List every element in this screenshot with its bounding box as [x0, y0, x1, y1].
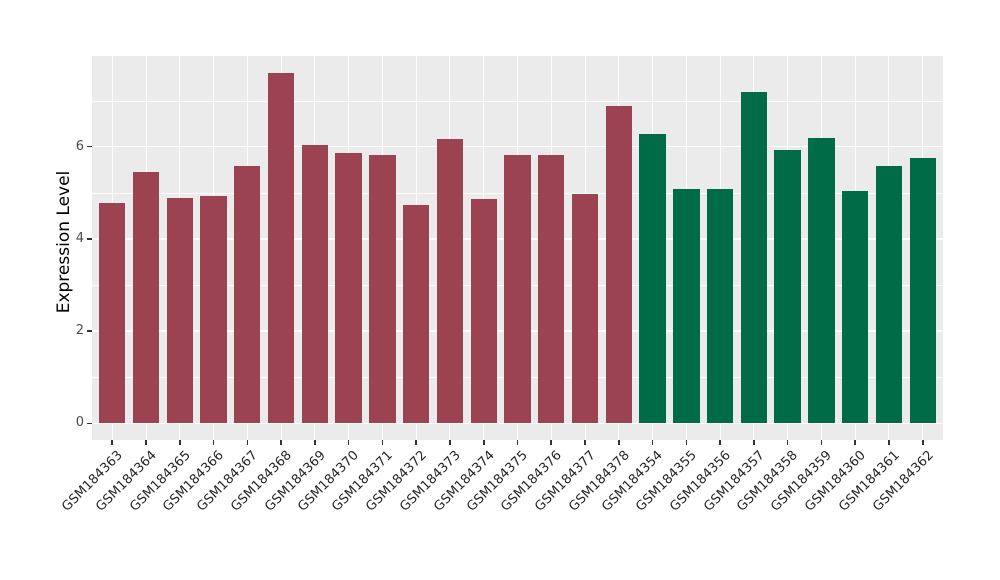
bar-GSM184356 — [706, 188, 734, 424]
x-tick-mark-GSM184356 — [719, 440, 721, 445]
x-tick-mark-GSM184354 — [651, 440, 654, 445]
y-tick-label-4: 4 — [75, 230, 84, 246]
x-tick-mark-GSM184372 — [415, 440, 417, 445]
bar-GSM184375 — [504, 154, 531, 424]
bar-GSM184371 — [369, 154, 396, 424]
x-tick-mark-GSM184364 — [145, 440, 147, 445]
bar-GSM184363 — [99, 202, 126, 424]
bar-GSM184369 — [301, 145, 329, 424]
x-tick-mark-GSM184368 — [280, 440, 282, 445]
y-tick-label-2: 2 — [75, 323, 84, 339]
x-tick-mark-GSM184357 — [753, 440, 755, 445]
x-tick-mark-GSM184374 — [482, 440, 485, 445]
bar-GSM184364 — [132, 171, 160, 424]
y-tick-mark-0 — [87, 422, 92, 425]
bar-GSM184359 — [808, 137, 835, 424]
x-tick-mark-GSM184359 — [820, 440, 823, 445]
x-tick-mark-GSM184378 — [618, 440, 620, 445]
bar-GSM184370 — [335, 153, 362, 424]
x-tick-mark-GSM184370 — [347, 440, 350, 445]
x-tick-mark-GSM184367 — [246, 440, 249, 445]
x-tick-mark-GSM184358 — [786, 440, 789, 445]
x-tick-mark-GSM184361 — [888, 440, 890, 445]
y-tick-mark-2 — [87, 330, 92, 332]
bar-GSM184355 — [673, 188, 700, 424]
bar-GSM184378 — [605, 106, 632, 424]
bar-GSM184360 — [842, 191, 869, 424]
x-tick-mark-GSM184371 — [381, 440, 384, 445]
x-tick-mark-GSM184365 — [179, 440, 181, 445]
bar-GSM184362 — [909, 157, 936, 424]
x-tick-mark-GSM184369 — [314, 440, 316, 445]
bar-GSM184374 — [470, 199, 497, 424]
y-tick-mark-4 — [87, 238, 92, 240]
x-tick-mark-GSM184373 — [449, 440, 451, 445]
x-tick-mark-GSM184375 — [516, 440, 519, 445]
bar-GSM184358 — [774, 149, 801, 424]
x-tick-mark-GSM184366 — [212, 440, 215, 445]
bar-GSM184376 — [538, 155, 565, 424]
y-tick-label-6: 6 — [75, 138, 84, 154]
bar-GSM184361 — [875, 166, 903, 424]
x-tick-mark-GSM184363 — [111, 440, 114, 445]
bar-GSM184366 — [200, 196, 227, 424]
y-tick-mark-6 — [87, 145, 92, 148]
bar-GSM184365 — [166, 197, 193, 424]
y-tick-label-0: 0 — [75, 415, 84, 431]
bar-GSM184357 — [740, 91, 768, 424]
bar-GSM184367 — [234, 166, 261, 424]
x-tick-mark-GSM184376 — [550, 440, 553, 445]
x-tick-mark-GSM184377 — [584, 440, 586, 445]
bar-GSM184373 — [436, 139, 464, 424]
x-tick-mark-GSM184360 — [854, 440, 856, 445]
bar-GSM184354 — [639, 133, 666, 424]
bar-GSM184368 — [267, 73, 295, 424]
x-tick-mark-GSM184362 — [921, 440, 924, 445]
x-tick-mark-GSM184355 — [685, 440, 688, 445]
bar-GSM184377 — [571, 194, 599, 424]
bar-GSM184372 — [403, 204, 430, 424]
plot-panel — [92, 56, 943, 440]
